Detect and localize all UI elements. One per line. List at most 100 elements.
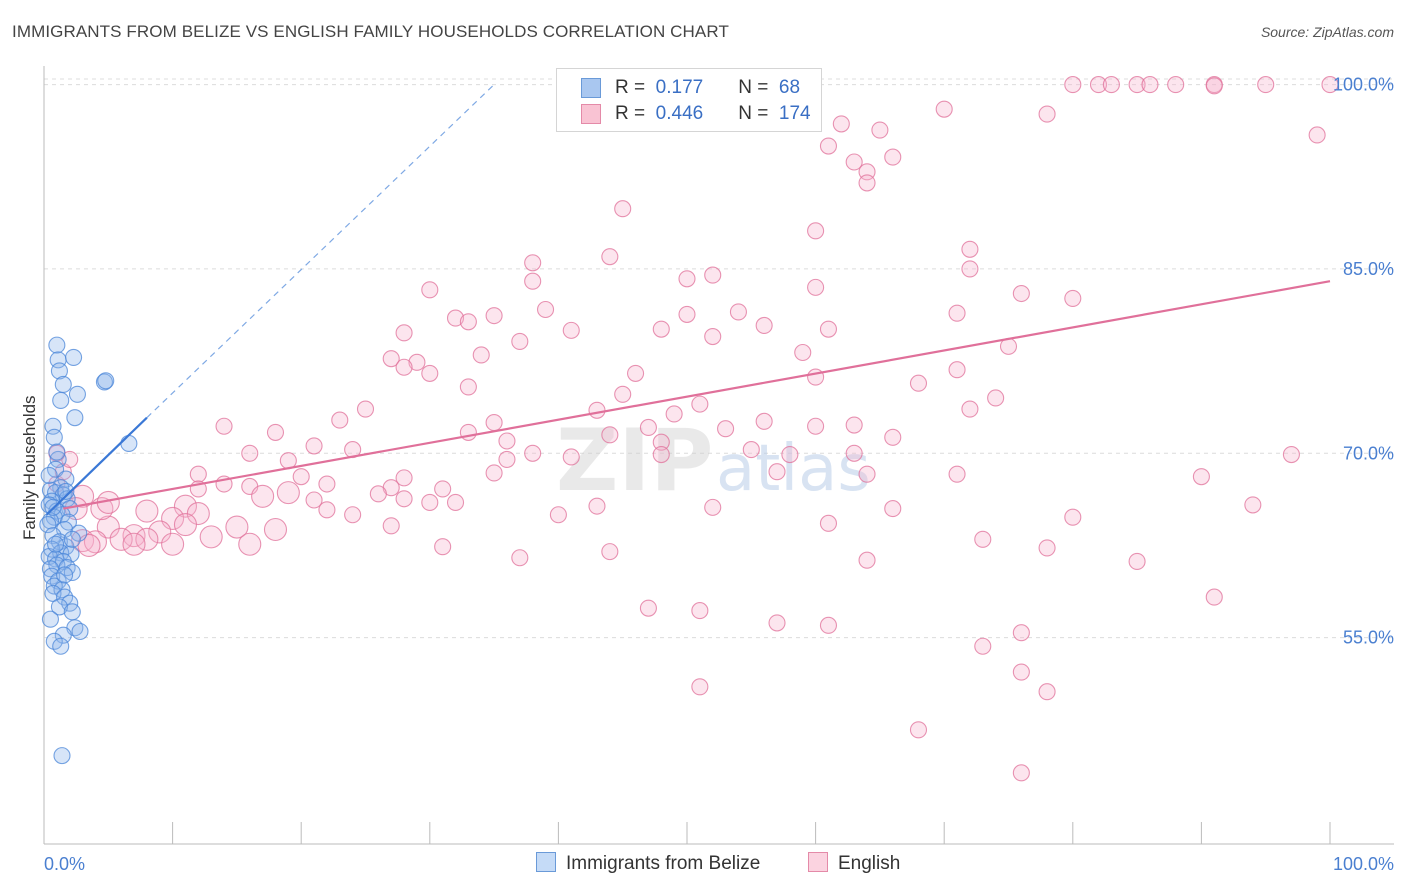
english-point xyxy=(884,148,902,166)
legend-n-label: N = xyxy=(738,77,769,98)
english-point xyxy=(1102,76,1120,94)
english-point xyxy=(974,637,992,655)
english-point xyxy=(498,432,516,450)
english-point xyxy=(238,532,262,556)
english-point xyxy=(1038,539,1056,557)
english-point xyxy=(225,515,249,539)
english-point xyxy=(446,309,465,327)
chart-title: IMMIGRANTS FROM BELIZE VS ENGLISH FAMILY… xyxy=(12,22,729,41)
english-point xyxy=(961,400,979,418)
legend-swatch-english xyxy=(581,103,601,124)
english-point xyxy=(691,395,709,413)
english-point xyxy=(215,417,233,435)
legend-item-belize[interactable]: Immigrants from Belize xyxy=(536,852,760,875)
english-point xyxy=(845,416,863,434)
english-point xyxy=(614,385,632,403)
legend-swatch-belize xyxy=(536,852,556,872)
english-point xyxy=(1141,76,1159,94)
english-point xyxy=(729,303,747,321)
belize-point xyxy=(71,622,89,641)
english-point xyxy=(807,278,825,296)
english-point xyxy=(691,602,709,620)
english-point xyxy=(395,324,413,342)
belize-point xyxy=(54,375,72,394)
belize-point xyxy=(47,535,65,553)
belize-point xyxy=(54,626,72,644)
english-point xyxy=(305,437,323,455)
english-point xyxy=(1205,588,1223,606)
english-point xyxy=(909,721,928,739)
belize-point xyxy=(63,530,81,548)
english-point xyxy=(601,248,619,266)
legend-r-value: 0.446 xyxy=(655,103,704,124)
y-tick-label: 70.0% xyxy=(1343,443,1394,463)
english-point xyxy=(135,499,159,523)
english-point xyxy=(639,599,657,617)
belize-point xyxy=(95,373,113,391)
belize-point xyxy=(52,637,70,655)
legend-label-english: English xyxy=(838,853,901,874)
legend-r-value: 0.177 xyxy=(655,77,704,98)
legend-row-belize: R = 0.177 N = 68 xyxy=(581,77,800,101)
english-point xyxy=(251,484,275,508)
english-point xyxy=(395,358,413,376)
belize-point xyxy=(53,747,71,765)
legend-label-belize: Immigrants from Belize xyxy=(566,853,761,874)
english-point xyxy=(459,313,477,331)
english-point xyxy=(717,420,735,438)
english-point xyxy=(974,530,992,548)
source-credit: Source: ZipAtlas.com xyxy=(1260,24,1394,40)
tick-labels: 55.0% 70.0% 85.0% 100.0% 0.0% 100.0% xyxy=(44,75,1394,874)
y-tick-label: 100.0% xyxy=(1333,75,1394,95)
english-point xyxy=(421,364,439,382)
english-point xyxy=(173,494,198,518)
legend-r-label: R = xyxy=(615,103,646,124)
belize-point xyxy=(68,385,86,403)
english-point xyxy=(148,520,172,544)
trend-lines xyxy=(45,84,1331,516)
english-point xyxy=(266,423,285,441)
english-point xyxy=(395,469,413,487)
english-point xyxy=(665,405,683,423)
english-point xyxy=(884,500,902,518)
english-point xyxy=(562,321,580,339)
english-point xyxy=(794,343,812,362)
english-point xyxy=(987,389,1005,407)
english-points xyxy=(48,76,1339,782)
english-point xyxy=(446,493,465,512)
belize-point xyxy=(48,443,66,461)
english-point xyxy=(1321,76,1339,94)
english-point xyxy=(935,100,953,118)
english-point xyxy=(704,327,722,346)
english-point xyxy=(807,222,825,240)
belize-point xyxy=(39,516,57,534)
english-point xyxy=(1257,76,1275,94)
belize-trend-extension xyxy=(146,84,495,419)
english-point xyxy=(292,468,310,486)
axes xyxy=(43,66,1394,845)
english-point xyxy=(1128,76,1146,94)
belize-point xyxy=(50,598,68,616)
watermark-zip: ZIP xyxy=(556,411,713,511)
english-point xyxy=(263,517,288,542)
english-point xyxy=(241,444,259,462)
x-tick-label-max: 100.0% xyxy=(1333,854,1394,874)
english-point xyxy=(768,614,786,632)
english-point xyxy=(485,464,503,482)
english-point xyxy=(421,281,439,299)
english-point xyxy=(961,260,979,278)
english-point xyxy=(652,445,670,464)
english-point xyxy=(485,307,503,325)
belize-point xyxy=(41,610,59,628)
legend-item-english[interactable]: English xyxy=(808,852,900,875)
english-point xyxy=(549,506,567,524)
belize-point xyxy=(66,409,84,427)
english-point xyxy=(135,527,159,551)
english-point xyxy=(588,401,606,419)
belize-point xyxy=(56,566,74,584)
english-point xyxy=(1038,105,1056,123)
english-point xyxy=(524,444,542,462)
english-point xyxy=(305,491,323,509)
english-point xyxy=(382,517,400,535)
